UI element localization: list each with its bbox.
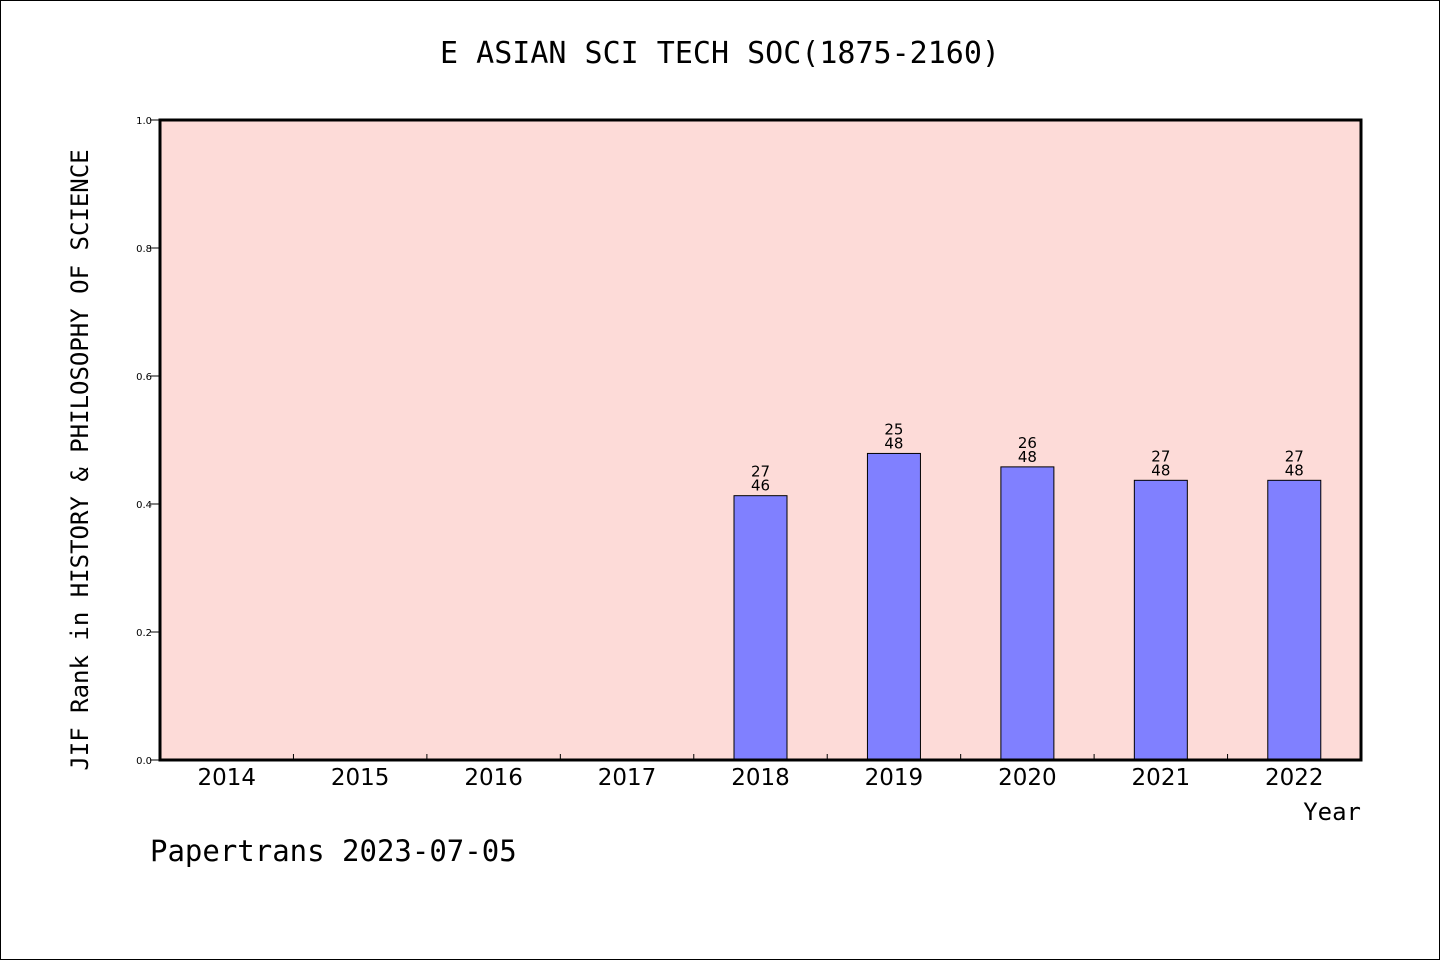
chart-title: E ASIAN SCI TECH SOC(1875-2160) [440, 36, 1000, 71]
y-tick-label: 0.4 [136, 500, 152, 511]
x-tick-label: 2017 [598, 765, 657, 791]
bar [733, 495, 788, 761]
x-tick-label: 2016 [464, 765, 523, 791]
y-tick-label: 0.2 [136, 628, 152, 639]
footer-credit: Papertrans 2023-07-05 [150, 834, 517, 868]
x-tick-label: 2022 [1265, 765, 1324, 791]
bar-label-total: 48 [1285, 461, 1304, 479]
y-tick-label: 1.0 [136, 116, 152, 127]
bar-label-total: 48 [1151, 461, 1170, 479]
bar [1000, 466, 1055, 761]
x-axis-title: Year [1303, 798, 1361, 826]
x-tick-label: 2019 [865, 765, 924, 791]
y-tick-label: 0.6 [136, 372, 152, 383]
bar-label-total: 46 [751, 477, 770, 495]
bar-label-total: 48 [1018, 448, 1037, 466]
bar-label-rank: 26 [1018, 434, 1037, 452]
bar [1267, 479, 1322, 761]
y-tick-label: 0.8 [136, 244, 152, 255]
x-tick-label: 2014 [197, 765, 256, 791]
x-tick-label: 2020 [998, 765, 1057, 791]
bar-label-rank: 27 [751, 463, 770, 481]
bar-label-rank: 27 [1285, 447, 1304, 465]
y-tick-label: 0.0 [136, 756, 152, 767]
x-tick-label: 2015 [331, 765, 390, 791]
bar [866, 452, 921, 761]
x-tick-label: 2021 [1132, 765, 1191, 791]
bar-label-rank: 25 [884, 420, 903, 438]
bar-label-rank: 27 [1151, 447, 1170, 465]
bar [1133, 479, 1188, 761]
bar-label-total: 48 [884, 434, 903, 452]
x-tick-label: 2018 [731, 765, 790, 791]
plot-border [158, 118, 1363, 762]
